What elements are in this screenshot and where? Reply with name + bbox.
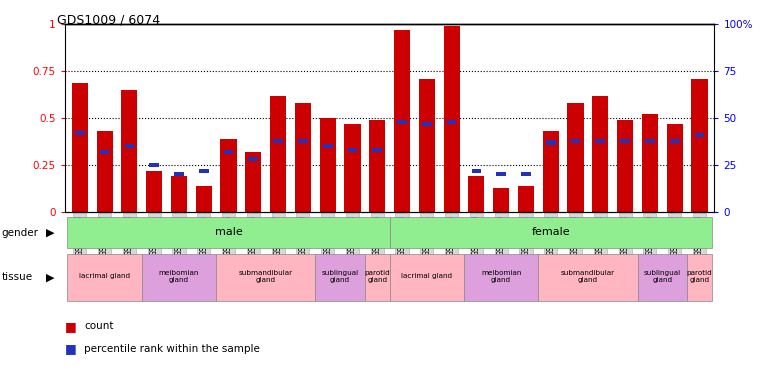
- Bar: [447, 120, 456, 124]
- Bar: [539, 254, 637, 301]
- Bar: [493, 188, 510, 212]
- Text: GDS1009 / 6074: GDS1009 / 6074: [57, 13, 160, 26]
- Bar: [96, 131, 112, 212]
- Text: lacrimal gland: lacrimal gland: [79, 273, 130, 279]
- Text: submandibular
gland: submandibular gland: [561, 270, 615, 283]
- Bar: [125, 144, 134, 148]
- Bar: [670, 139, 679, 143]
- Text: percentile rank within the sample: percentile rank within the sample: [84, 344, 260, 354]
- Text: lacrimal gland: lacrimal gland: [401, 273, 452, 279]
- Bar: [67, 254, 142, 301]
- Bar: [471, 169, 481, 172]
- Bar: [645, 139, 655, 143]
- Bar: [691, 79, 707, 212]
- Bar: [642, 114, 658, 212]
- Bar: [542, 131, 558, 212]
- Bar: [248, 158, 258, 161]
- Text: ■: ■: [65, 320, 76, 333]
- Bar: [394, 30, 410, 212]
- Bar: [592, 96, 608, 212]
- Text: sublingual
gland: sublingual gland: [644, 270, 681, 283]
- Bar: [316, 254, 365, 301]
- Bar: [444, 26, 460, 212]
- Text: parotid
gland: parotid gland: [687, 270, 712, 283]
- Bar: [397, 120, 407, 124]
- Text: female: female: [532, 227, 570, 237]
- Text: meibomian
gland: meibomian gland: [159, 270, 199, 283]
- Bar: [142, 254, 216, 301]
- Bar: [274, 139, 283, 143]
- Text: meibomian
gland: meibomian gland: [481, 270, 521, 283]
- Text: submandibular
gland: submandibular gland: [238, 270, 293, 283]
- Bar: [390, 217, 712, 248]
- Bar: [521, 172, 531, 177]
- Bar: [149, 163, 159, 167]
- Text: ▶: ▶: [46, 273, 54, 282]
- Bar: [323, 144, 332, 148]
- Bar: [196, 186, 212, 212]
- Bar: [75, 131, 85, 135]
- Bar: [369, 120, 385, 212]
- Bar: [348, 148, 358, 152]
- Bar: [546, 141, 555, 145]
- Bar: [199, 169, 209, 172]
- Bar: [694, 133, 704, 137]
- Bar: [345, 124, 361, 212]
- Bar: [468, 176, 484, 212]
- Bar: [224, 150, 233, 154]
- Text: parotid
gland: parotid gland: [364, 270, 390, 283]
- Bar: [620, 139, 630, 143]
- Bar: [121, 90, 138, 212]
- Bar: [637, 254, 687, 301]
- Bar: [174, 172, 184, 177]
- Bar: [216, 254, 316, 301]
- Bar: [667, 124, 683, 212]
- Bar: [464, 254, 539, 301]
- Bar: [221, 139, 237, 212]
- Bar: [146, 171, 162, 212]
- Bar: [571, 139, 581, 143]
- Bar: [319, 118, 335, 212]
- Bar: [390, 254, 464, 301]
- Bar: [518, 186, 534, 212]
- Text: gender: gender: [2, 228, 38, 237]
- Bar: [568, 103, 584, 212]
- Text: sublingual
gland: sublingual gland: [322, 270, 358, 283]
- Text: count: count: [84, 321, 114, 331]
- Bar: [270, 96, 286, 212]
- Bar: [365, 254, 390, 301]
- Text: ■: ■: [65, 342, 76, 355]
- Text: ▶: ▶: [46, 228, 54, 237]
- Bar: [298, 139, 308, 143]
- Bar: [687, 254, 712, 301]
- Bar: [67, 217, 390, 248]
- Bar: [100, 150, 109, 154]
- Bar: [422, 122, 432, 126]
- Bar: [617, 120, 633, 212]
- Bar: [72, 82, 88, 212]
- Text: tissue: tissue: [2, 273, 33, 282]
- Bar: [419, 79, 435, 212]
- Bar: [245, 152, 261, 212]
- Text: male: male: [215, 227, 242, 237]
- Bar: [595, 139, 605, 143]
- Bar: [295, 103, 311, 212]
- Bar: [372, 148, 382, 152]
- Bar: [171, 176, 187, 212]
- Bar: [497, 172, 506, 177]
